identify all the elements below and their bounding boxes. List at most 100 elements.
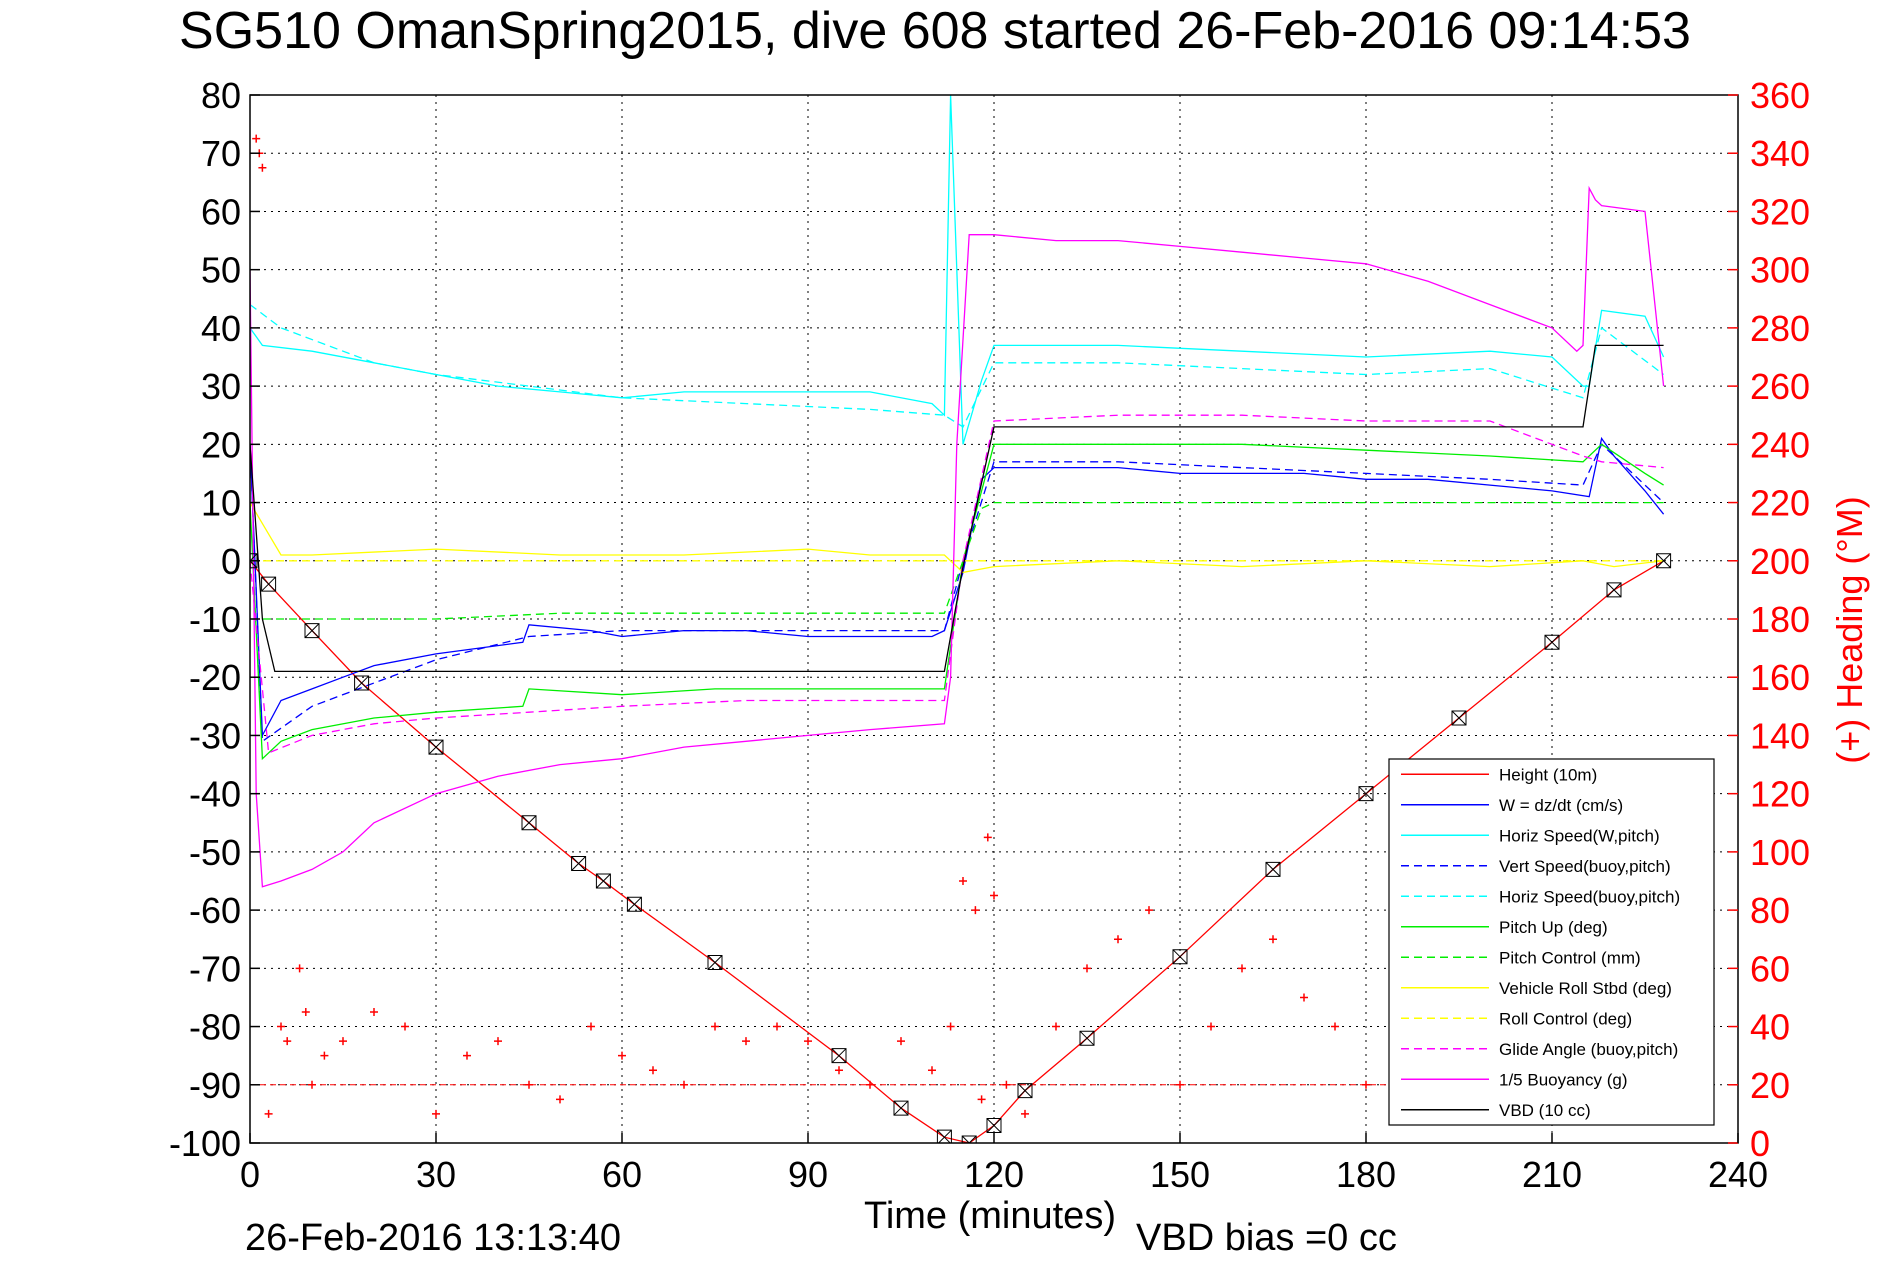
height-marker xyxy=(936,1129,952,1143)
heading-point xyxy=(971,906,980,915)
legend: Height (10m) W = dz/dt (cm/s) Horiz Speed(… xyxy=(1388,758,1715,1126)
heading-point xyxy=(264,1109,273,1118)
height-marker xyxy=(1358,786,1374,802)
heading-point xyxy=(990,891,998,900)
right-axis-ticks: 3603403203002802602402202001801601401201… xyxy=(1728,75,1810,1164)
heading-point xyxy=(1052,1022,1060,1031)
right-tick-label: 320 xyxy=(1750,191,1810,232)
height-marker xyxy=(250,553,258,569)
right-tick-label: 240 xyxy=(1750,424,1810,465)
y-tick-label: 30 xyxy=(201,366,241,407)
right-tick-label: 20 xyxy=(1750,1065,1790,1106)
heading-point xyxy=(618,1051,626,1060)
heading-point xyxy=(556,1095,564,1104)
heading-point xyxy=(339,1037,347,1046)
y-tick-label: -90 xyxy=(189,1065,241,1106)
plot-area xyxy=(250,95,1672,1143)
height-marker xyxy=(831,1048,847,1064)
y-tick-label: -10 xyxy=(189,599,241,640)
x-tick-label: 0 xyxy=(240,1154,260,1195)
right-tick-label: 60 xyxy=(1750,948,1790,989)
heading-point xyxy=(295,964,304,973)
right-tick-label: 180 xyxy=(1750,599,1810,640)
right-axis-label: (+) Heading (°M) xyxy=(1829,496,1870,763)
height-marker xyxy=(428,739,444,755)
series-line xyxy=(250,443,1665,743)
x-tick-label: 180 xyxy=(1336,1154,1396,1195)
y-tick-label: 70 xyxy=(201,133,241,174)
y-tick-label: 50 xyxy=(201,250,241,291)
heading-point xyxy=(1238,964,1246,973)
heading-point xyxy=(1300,993,1308,1002)
heading-point xyxy=(983,833,992,842)
y-tick-label: -30 xyxy=(189,715,241,756)
right-tick-label: 160 xyxy=(1750,657,1810,698)
heading-point xyxy=(587,1022,595,1031)
series-line xyxy=(250,501,1664,620)
x-tick-label: 150 xyxy=(1150,1154,1210,1195)
height-marker xyxy=(571,856,587,872)
y-tick-label: -60 xyxy=(189,890,241,931)
height-marker xyxy=(1172,949,1188,965)
heading-point xyxy=(897,1037,905,1046)
legend-item-label: 1/5 Buoyancy (g) xyxy=(1499,1070,1628,1089)
height-marker xyxy=(304,623,320,639)
height-marker xyxy=(595,873,611,889)
height-marker xyxy=(521,815,537,831)
series-line xyxy=(250,304,1664,428)
legend-item-label: Glide Angle (buoy,pitch) xyxy=(1499,1040,1678,1059)
height-marker xyxy=(893,1100,909,1116)
heading-point xyxy=(711,1022,719,1031)
height-marker xyxy=(986,1118,1002,1134)
x-tick-label: 210 xyxy=(1522,1154,1582,1195)
heading-point xyxy=(463,1051,471,1060)
series-line xyxy=(250,443,1664,761)
heading-point xyxy=(1207,1022,1215,1031)
heading-point xyxy=(804,1037,812,1046)
heading-point xyxy=(283,1037,292,1046)
series-line xyxy=(250,560,1664,1143)
legend-item-label: Height (10m) xyxy=(1499,765,1597,784)
right-tick-label: 200 xyxy=(1750,541,1810,582)
y-tick-label: -40 xyxy=(189,774,241,815)
height-marker xyxy=(1544,634,1560,650)
y-tick-label: -100 xyxy=(169,1123,241,1164)
legend-item-label: Pitch Control (mm) xyxy=(1499,948,1641,967)
right-tick-label: 140 xyxy=(1750,715,1810,756)
right-tick-label: 120 xyxy=(1750,774,1810,815)
legend-item-label: Vert Speed(buoy,pitch) xyxy=(1499,857,1671,876)
y-tick-label: 10 xyxy=(201,483,241,524)
legend-box xyxy=(1388,758,1715,1126)
heading-point xyxy=(977,1095,986,1104)
right-tick-label: 340 xyxy=(1750,133,1810,174)
heading-point xyxy=(370,1008,378,1016)
series-line xyxy=(250,185,1665,888)
right-tick-label: 300 xyxy=(1750,250,1810,291)
legend-item-label: Horiz Speed(W,pitch) xyxy=(1499,826,1660,845)
chart-title: SG510 OmanSpring2015, dive 608 started 2… xyxy=(179,2,1691,60)
legend-item-label: Roll Control (deg) xyxy=(1499,1009,1632,1028)
heading-point xyxy=(258,163,267,172)
legend-item-label: Pitch Up (deg) xyxy=(1499,918,1608,937)
height-marker xyxy=(707,955,723,971)
legend-item-label: Horiz Speed(buoy,pitch) xyxy=(1499,887,1680,906)
right-tick-label: 360 xyxy=(1750,75,1810,116)
x-tick-label: 60 xyxy=(602,1154,642,1195)
legend-item-label: Vehicle Roll Stbd (deg) xyxy=(1499,979,1672,998)
height-marker xyxy=(1017,1083,1033,1099)
heading-point xyxy=(1083,964,1091,973)
heading-point xyxy=(401,1022,409,1031)
heading-point xyxy=(959,877,967,885)
x-axis-label: Time (minutes) xyxy=(864,1195,1116,1237)
heading-point xyxy=(1145,906,1153,915)
heading-point xyxy=(649,1066,657,1075)
heading-point xyxy=(742,1037,750,1046)
y-tick-label: -20 xyxy=(189,657,241,698)
heading-point xyxy=(277,1022,285,1031)
right-tick-label: 80 xyxy=(1750,890,1790,931)
heading-point xyxy=(432,1109,440,1118)
footer-vbd-bias: VBD bias =0 cc xyxy=(1136,1217,1397,1259)
right-tick-label: 280 xyxy=(1750,308,1810,349)
series-line xyxy=(250,95,1665,445)
